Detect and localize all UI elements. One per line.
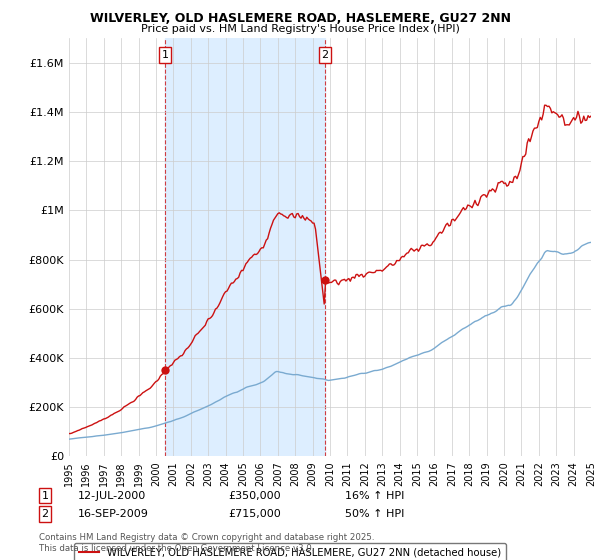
Text: 2: 2 <box>41 509 49 519</box>
Text: 12-JUL-2000: 12-JUL-2000 <box>78 491 146 501</box>
Text: 1: 1 <box>41 491 49 501</box>
Text: 50% ↑ HPI: 50% ↑ HPI <box>345 509 404 519</box>
Text: Contains HM Land Registry data © Crown copyright and database right 2025.
This d: Contains HM Land Registry data © Crown c… <box>39 533 374 553</box>
Text: Price paid vs. HM Land Registry's House Price Index (HPI): Price paid vs. HM Land Registry's House … <box>140 24 460 34</box>
Text: WILVERLEY, OLD HASLEMERE ROAD, HASLEMERE, GU27 2NN: WILVERLEY, OLD HASLEMERE ROAD, HASLEMERE… <box>89 12 511 25</box>
Text: £715,000: £715,000 <box>228 509 281 519</box>
Text: 16-SEP-2009: 16-SEP-2009 <box>78 509 149 519</box>
Text: 1: 1 <box>162 50 169 60</box>
Text: £350,000: £350,000 <box>228 491 281 501</box>
Bar <box>165 38 325 456</box>
Text: 16% ↑ HPI: 16% ↑ HPI <box>345 491 404 501</box>
Text: 2: 2 <box>322 50 329 60</box>
Legend: WILVERLEY, OLD HASLEMERE ROAD, HASLEMERE, GU27 2NN (detached house), HPI: Averag: WILVERLEY, OLD HASLEMERE ROAD, HASLEMERE… <box>74 543 506 560</box>
